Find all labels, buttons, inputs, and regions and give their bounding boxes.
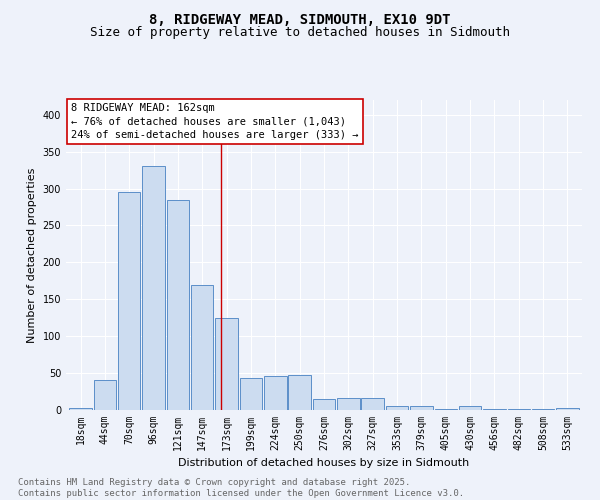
Bar <box>337 398 359 410</box>
Bar <box>289 376 311 410</box>
Bar <box>386 406 408 410</box>
Bar <box>508 408 530 410</box>
Bar <box>361 398 384 410</box>
Bar <box>142 166 165 410</box>
Bar <box>264 376 287 410</box>
Text: 8 RIDGEWAY MEAD: 162sqm
← 76% of detached houses are smaller (1,043)
24% of semi: 8 RIDGEWAY MEAD: 162sqm ← 76% of detache… <box>71 103 359 140</box>
X-axis label: Distribution of detached houses by size in Sidmouth: Distribution of detached houses by size … <box>178 458 470 468</box>
Bar <box>94 380 116 410</box>
Bar <box>167 200 189 410</box>
Bar <box>459 406 481 410</box>
Bar <box>313 399 335 410</box>
Y-axis label: Number of detached properties: Number of detached properties <box>27 168 37 342</box>
Bar <box>191 284 214 410</box>
Bar <box>215 318 238 410</box>
Text: 8, RIDGEWAY MEAD, SIDMOUTH, EX10 9DT: 8, RIDGEWAY MEAD, SIDMOUTH, EX10 9DT <box>149 12 451 26</box>
Text: Size of property relative to detached houses in Sidmouth: Size of property relative to detached ho… <box>90 26 510 39</box>
Bar <box>556 408 578 410</box>
Bar <box>434 408 457 410</box>
Bar <box>410 406 433 410</box>
Bar <box>240 378 262 410</box>
Bar <box>118 192 140 410</box>
Text: Contains HM Land Registry data © Crown copyright and database right 2025.
Contai: Contains HM Land Registry data © Crown c… <box>18 478 464 498</box>
Bar <box>70 408 92 410</box>
